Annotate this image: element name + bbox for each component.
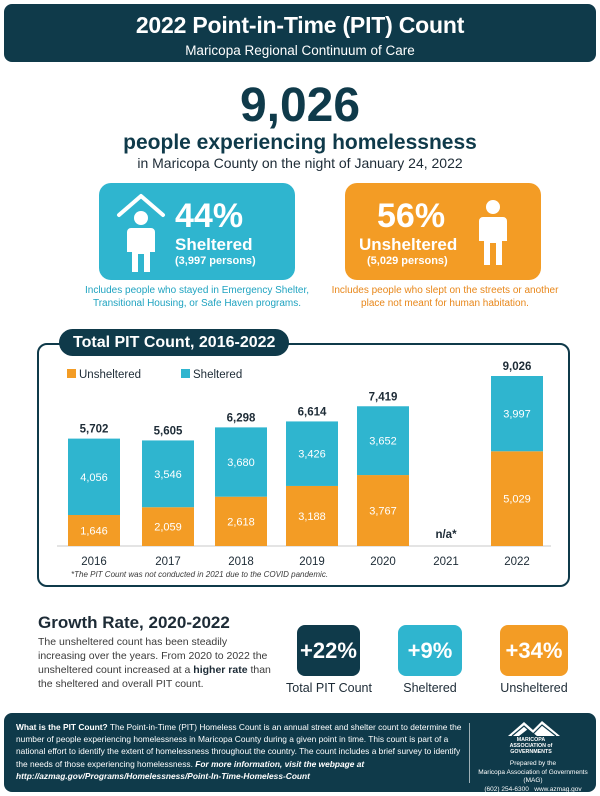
prepared-by-block: Prepared by the Maricopa Association of …	[474, 760, 592, 794]
footer-body: The Point-in-Time (PIT) Homeless Count i…	[16, 722, 462, 769]
bar-unsheltered-2019	[286, 485, 338, 546]
x-tick-2022: 2022	[504, 556, 530, 568]
sheltered-person-house-icon	[117, 194, 165, 272]
contact-line: (602) 254-6300 www.azmag.gov	[474, 786, 592, 795]
page-subtitle: Maricopa Regional Continuum of Care	[185, 43, 415, 58]
sheltered-percent: 44%	[175, 197, 244, 235]
header-banner: 2022 Point-in-Time (PIT) Count Maricopa …	[4, 4, 596, 62]
bar-unsheltered-2017	[142, 507, 194, 546]
sheltered-label: Sheltered	[175, 235, 253, 254]
prepared-by-label: Prepared by the	[509, 760, 557, 767]
unsheltered-percent: 56%	[377, 197, 446, 235]
bar-sheltered-2022	[491, 376, 543, 452]
total-label-2021: n/a*	[435, 529, 457, 541]
unsheltered-note: Includes people who slept on the streets…	[331, 285, 559, 309]
sheltered-card: 44% Sheltered (3,997 persons)	[99, 183, 295, 280]
bar-unsheltered-2022	[491, 451, 543, 546]
mag-logo-icon	[508, 721, 560, 737]
org-line-2: ASSOCIATION of	[509, 743, 553, 749]
footer-question: What is the PIT Count?	[16, 722, 108, 732]
growth-total-badge: +22%	[297, 625, 360, 676]
bar-sheltered-2017	[142, 440, 194, 508]
bar-unsheltered-2018	[215, 496, 267, 546]
location-date-text: in Maricopa County on the night of Janua…	[137, 155, 463, 171]
label-unsheltered-2020: 3,767	[369, 506, 397, 518]
label-unsheltered-2016: 1,646	[80, 525, 108, 537]
footer-description: What is the PIT Count? The Point-in-Time…	[16, 721, 464, 782]
chart-frame	[37, 343, 570, 587]
label-unsheltered-2019: 3,188	[298, 511, 326, 523]
label-sheltered-2017: 3,546	[154, 469, 182, 481]
page-title: 2022 Point-in-Time (PIT) Count	[135, 12, 465, 38]
growth-unsheltered-badge: +34%	[500, 625, 568, 676]
sheltered-note: Includes people who stayed in Emergency …	[84, 285, 310, 309]
phone: (602) 254-6300	[484, 785, 529, 793]
label-unsheltered-2022: 5,029	[503, 494, 531, 506]
growth-desc-before: The unsheltered count has been steadily …	[38, 636, 268, 676]
label-sheltered-2020: 3,652	[369, 436, 397, 448]
footer: What is the PIT Count? The Point-in-Time…	[4, 713, 596, 794]
bar-sheltered-2019	[286, 421, 338, 486]
growth-sheltered-badge: +9%	[398, 625, 462, 676]
x-tick-2020: 2020	[370, 556, 396, 568]
org-line-3: GOVERNMENTS	[510, 749, 552, 755]
bar-sheltered-2018	[215, 427, 267, 497]
people-experiencing-text: people experiencing homelessness	[123, 131, 477, 154]
growth-rate-description: The unsheltered count has been steadily …	[38, 635, 274, 691]
label-sheltered-2016: 4,056	[80, 472, 108, 484]
total-count-number: 9,026	[239, 79, 361, 132]
label-sheltered-2019: 3,426	[298, 449, 326, 461]
growth-sheltered-label: Sheltered	[403, 681, 457, 695]
label-unsheltered-2018: 2,618	[227, 516, 255, 528]
growth-total-label: Total PIT Count	[286, 681, 372, 695]
label-unsheltered-2017: 2,059	[154, 522, 182, 534]
x-tick-2018: 2018	[228, 556, 254, 568]
total-label-2020: 7,419	[369, 391, 398, 403]
unsheltered-person-icon	[479, 200, 507, 265]
prepared-org: Maricopa Association of Governments (MAG…	[478, 768, 588, 785]
growth-desc-bold: higher rate	[193, 664, 248, 676]
growth-desc-after: than the sheltered and overall PIT count…	[38, 664, 271, 690]
unsheltered-label: Unsheltered	[359, 235, 458, 254]
pit-count-chart: Unsheltered Sheltered 1,646 4,056 5,702 2016 2…	[57, 361, 551, 579]
bar-sheltered-2016	[68, 438, 120, 515]
legend-sheltered-label: Sheltered	[193, 369, 242, 381]
total-label-2016: 5,702	[80, 424, 109, 436]
legend-unsheltered-swatch	[67, 369, 76, 378]
chart-title: Total PIT Count, 2016-2022	[59, 329, 290, 356]
website-link[interactable]: www.azmag.gov	[534, 785, 582, 793]
x-tick-2016: 2016	[81, 556, 107, 568]
unsheltered-card: 56% Unsheltered (5,029 persons)	[345, 183, 541, 280]
label-sheltered-2022: 3,997	[503, 409, 531, 421]
x-tick-2021: 2021	[433, 556, 459, 568]
footer-divider	[469, 723, 470, 783]
legend-sheltered-swatch	[181, 369, 190, 378]
mag-logo-text: MARICOPA ASSOCIATION of GOVERNMENTS	[501, 737, 561, 755]
total-label-2018: 6,298	[227, 412, 256, 424]
chart-footnote: *The PIT Count was not conducted in 2021…	[71, 570, 328, 579]
bar-unsheltered-2020	[357, 475, 409, 546]
legend-unsheltered-label: Unsheltered	[79, 369, 141, 381]
total-label-2017: 5,605	[154, 425, 183, 437]
label-sheltered-2018: 3,680	[227, 457, 255, 469]
bar-unsheltered-2016	[68, 514, 120, 546]
unsheltered-count: (5,029 persons)	[367, 255, 448, 267]
growth-rate-title: Growth Rate, 2020-2022	[38, 613, 230, 632]
org-line-1: MARICOPA	[516, 737, 546, 743]
footer-more-info-link[interactable]: For more information, visit the webpage …	[16, 758, 365, 781]
x-tick-2017: 2017	[155, 556, 181, 568]
x-tick-2019: 2019	[299, 556, 325, 568]
growth-unsheltered-label: Unsheltered	[500, 681, 568, 695]
total-label-2019: 6,614	[298, 406, 327, 418]
total-label-2022: 9,026	[503, 361, 532, 373]
sheltered-count: (3,997 persons)	[175, 255, 256, 267]
bar-sheltered-2020	[357, 406, 409, 476]
